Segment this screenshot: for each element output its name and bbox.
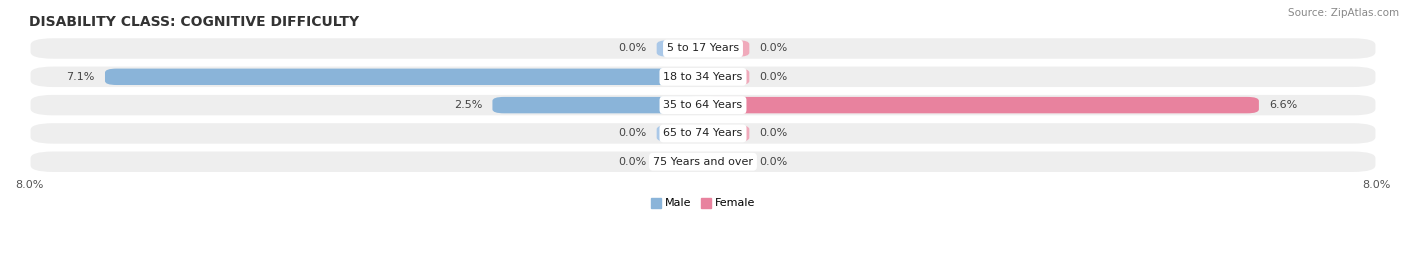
FancyBboxPatch shape	[30, 65, 1376, 89]
Text: 2.5%: 2.5%	[454, 100, 482, 110]
FancyBboxPatch shape	[657, 40, 703, 57]
FancyBboxPatch shape	[703, 97, 1258, 113]
FancyBboxPatch shape	[30, 150, 1376, 173]
Text: 65 to 74 Years: 65 to 74 Years	[664, 128, 742, 139]
Text: 0.0%: 0.0%	[759, 157, 787, 167]
Text: 7.1%: 7.1%	[66, 72, 94, 82]
Legend: Male, Female: Male, Female	[647, 193, 759, 213]
FancyBboxPatch shape	[30, 37, 1376, 60]
FancyBboxPatch shape	[657, 154, 703, 170]
Text: 75 Years and over: 75 Years and over	[652, 157, 754, 167]
FancyBboxPatch shape	[703, 69, 749, 85]
FancyBboxPatch shape	[703, 125, 749, 142]
Text: 35 to 64 Years: 35 to 64 Years	[664, 100, 742, 110]
Text: 0.0%: 0.0%	[619, 157, 647, 167]
FancyBboxPatch shape	[30, 94, 1376, 117]
FancyBboxPatch shape	[30, 122, 1376, 145]
Text: Source: ZipAtlas.com: Source: ZipAtlas.com	[1288, 8, 1399, 18]
Text: 0.0%: 0.0%	[759, 44, 787, 54]
FancyBboxPatch shape	[703, 154, 749, 170]
FancyBboxPatch shape	[657, 125, 703, 142]
Text: 0.0%: 0.0%	[619, 44, 647, 54]
Text: 18 to 34 Years: 18 to 34 Years	[664, 72, 742, 82]
Text: 0.0%: 0.0%	[759, 128, 787, 139]
FancyBboxPatch shape	[703, 40, 749, 57]
Text: DISABILITY CLASS: COGNITIVE DIFFICULTY: DISABILITY CLASS: COGNITIVE DIFFICULTY	[30, 15, 360, 29]
Text: 0.0%: 0.0%	[619, 128, 647, 139]
Text: 6.6%: 6.6%	[1270, 100, 1298, 110]
FancyBboxPatch shape	[105, 69, 703, 85]
FancyBboxPatch shape	[492, 97, 703, 113]
Text: 0.0%: 0.0%	[759, 72, 787, 82]
Text: 5 to 17 Years: 5 to 17 Years	[666, 44, 740, 54]
